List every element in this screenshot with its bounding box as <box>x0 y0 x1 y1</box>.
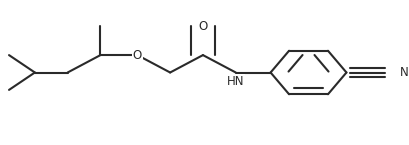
Text: O: O <box>133 49 142 62</box>
Text: HN: HN <box>227 75 244 88</box>
Text: O: O <box>198 20 207 33</box>
Text: N: N <box>399 66 408 79</box>
